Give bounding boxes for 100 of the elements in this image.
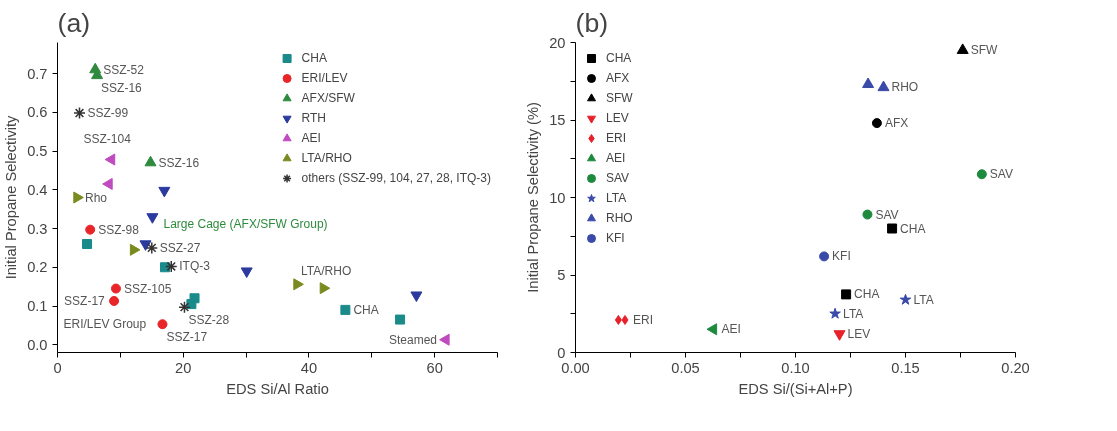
legend-label: AEI: [606, 151, 626, 165]
annotation: Steamed: [388, 332, 437, 347]
annotation: AFX: [884, 116, 909, 131]
annotation: CHA: [900, 221, 926, 236]
annotation: KFI: [832, 249, 851, 264]
legend-label: KFI: [606, 231, 626, 245]
point: [439, 333, 450, 346]
annotation: SAV: [875, 207, 899, 222]
point: [110, 283, 121, 294]
annotation: LTA: [913, 292, 934, 307]
x-tick-label: 0.20: [1001, 359, 1030, 376]
chart-title: (b): [575, 7, 609, 38]
annotation: SSZ-52: [103, 62, 145, 77]
point: [82, 239, 93, 249]
point: [877, 80, 890, 92]
x-tick-label: 20: [175, 359, 192, 376]
y-tick-label: 0.7: [27, 65, 48, 82]
y-tick-label: 20: [549, 34, 566, 51]
y-tick-label: 0.0: [27, 336, 48, 353]
annotation: SSZ-17: [64, 293, 106, 308]
legend-label: RTH: [301, 111, 327, 125]
point: [395, 314, 406, 325]
legend-label: SFW: [606, 91, 633, 105]
point: [189, 293, 200, 304]
annotation: RHO: [891, 80, 919, 95]
x-tick-label: 0: [53, 359, 62, 376]
x-tick-label: 0.10: [781, 359, 810, 376]
annotation: SSZ-17: [166, 330, 208, 345]
point: [109, 295, 120, 306]
point: [157, 319, 168, 330]
legend-label: AFX/SFW: [301, 91, 355, 105]
annotation: ERI: [633, 312, 654, 327]
y-axis-title: Initial Propane Selectivity: [3, 114, 20, 280]
legend-label: RHO: [606, 211, 633, 225]
y-axis-title: Initial Propane Selectivity (%): [525, 102, 542, 293]
x-axis-title: EDS Si/(Si+Al+P): [738, 380, 853, 397]
annotation: SSZ-104: [83, 132, 132, 147]
point: [340, 304, 351, 315]
point: [145, 241, 159, 255]
point: [129, 243, 141, 256]
annotation: Large Cage (AFX/SFW Group): [163, 216, 328, 231]
point: [410, 291, 423, 302]
point: [146, 213, 159, 224]
x-tick-label: 60: [426, 359, 443, 376]
annotation: SAV: [989, 167, 1013, 182]
annotation: Rho: [84, 190, 108, 205]
legend-label: SAV: [606, 171, 630, 185]
legend-label: AEI: [301, 131, 322, 145]
annotation: SSZ-28: [188, 313, 230, 328]
point: [833, 330, 846, 341]
x-axis-title: EDS Si/Al Ratio: [226, 380, 329, 397]
legend-label: CHA: [606, 51, 632, 65]
y-tick-label: 0.1: [27, 298, 48, 314]
point: [841, 289, 852, 300]
x-tick-label: 0.00: [561, 359, 590, 376]
x-tick-label: 40: [300, 359, 318, 376]
point: [862, 209, 873, 220]
x-tick-label: 0.05: [671, 359, 700, 376]
chart-title: (a): [57, 7, 91, 38]
point: [240, 267, 253, 278]
point: [293, 278, 304, 291]
annotation: SSZ-27: [159, 240, 201, 255]
y-tick-label: 10: [549, 189, 566, 206]
point: [887, 223, 898, 234]
y-tick-label: 0.5: [27, 143, 48, 159]
point: [614, 314, 622, 325]
y-tick-label: 0.4: [27, 181, 48, 198]
annotation: CHA: [353, 302, 379, 317]
point: [85, 224, 96, 235]
point: [956, 43, 969, 54]
y-tick-label: 0.2: [27, 259, 48, 276]
y-tick-label: 5: [557, 267, 566, 283]
y-tick-label: 15: [549, 112, 566, 128]
annotation: SSZ-98: [98, 222, 140, 237]
annotation: CHA: [854, 287, 880, 302]
point: [976, 169, 987, 180]
annotation: SSZ-99: [87, 106, 129, 121]
y-tick-label: 0.6: [27, 104, 48, 121]
point: [139, 240, 152, 251]
point: [621, 314, 629, 325]
y-tick-label: 0: [557, 344, 566, 361]
point: [862, 77, 875, 89]
legend-label: AFX: [606, 71, 630, 85]
legend-label: LEV: [606, 111, 629, 125]
point: [104, 153, 116, 166]
point: [73, 106, 86, 120]
annotation: ERI/LEV Group: [63, 317, 147, 332]
legend-label: LTA: [606, 191, 627, 205]
annotation: LTA/RHO: [300, 264, 352, 279]
legend-label: ERI/LEV: [301, 71, 348, 85]
x-tick-label: 0.15: [891, 359, 920, 376]
point: [871, 118, 882, 129]
annotation: ITQ-3: [179, 259, 211, 274]
annotation: SSZ-105: [123, 281, 172, 296]
legend-label: ERI: [606, 131, 627, 145]
point: [144, 155, 157, 167]
annotation: SFW: [970, 43, 999, 58]
annotation: SSZ-16: [101, 81, 143, 96]
point: [102, 177, 113, 190]
annotation: SSZ-16: [158, 155, 200, 170]
